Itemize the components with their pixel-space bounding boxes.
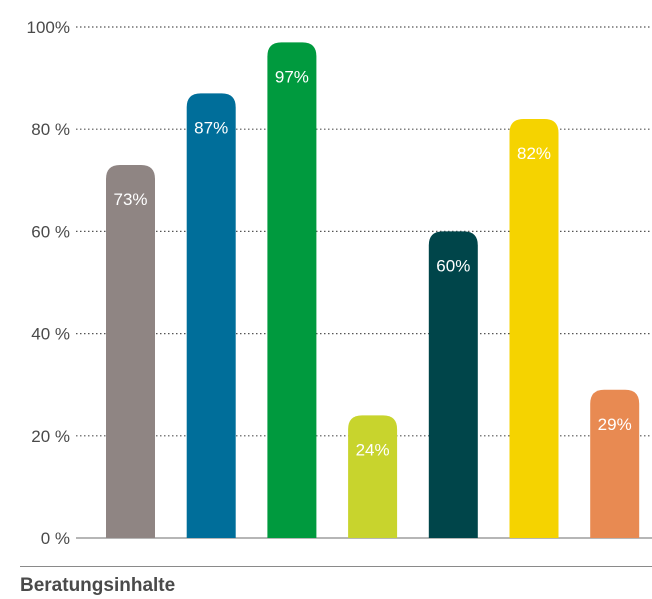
bar-value-label: 29% bbox=[598, 415, 632, 434]
y-tick-label: 0 % bbox=[41, 529, 70, 548]
bars bbox=[106, 42, 640, 539]
bar-value-label: 24% bbox=[356, 440, 390, 459]
y-tick-label: 80 % bbox=[31, 120, 70, 139]
bar bbox=[509, 118, 559, 538]
bar-value-label: 87% bbox=[194, 118, 228, 137]
footer-label: Beratungsinhalte bbox=[20, 575, 176, 596]
y-tick-label: 20 % bbox=[31, 427, 70, 446]
y-tick-label: 40 % bbox=[31, 325, 70, 344]
bar-value-label: 82% bbox=[517, 144, 551, 163]
bar-value-label: 73% bbox=[113, 190, 147, 209]
y-axis-ticks: 0 % 20 % 40 % 60 % 80 % 100% bbox=[27, 18, 70, 548]
bar bbox=[428, 231, 478, 538]
bar bbox=[106, 164, 155, 538]
y-tick-label: 100% bbox=[27, 18, 70, 37]
data-labels: 73% 87% 97% 24% 60% 82% 29% bbox=[113, 67, 631, 459]
bar bbox=[348, 415, 398, 538]
bar bbox=[590, 389, 640, 538]
bar bbox=[186, 93, 236, 539]
footer-divider bbox=[20, 566, 652, 567]
bar bbox=[267, 42, 317, 538]
bar-value-label: 97% bbox=[275, 67, 309, 86]
y-tick-label: 60 % bbox=[31, 222, 70, 241]
bar-value-label: 60% bbox=[436, 256, 470, 275]
